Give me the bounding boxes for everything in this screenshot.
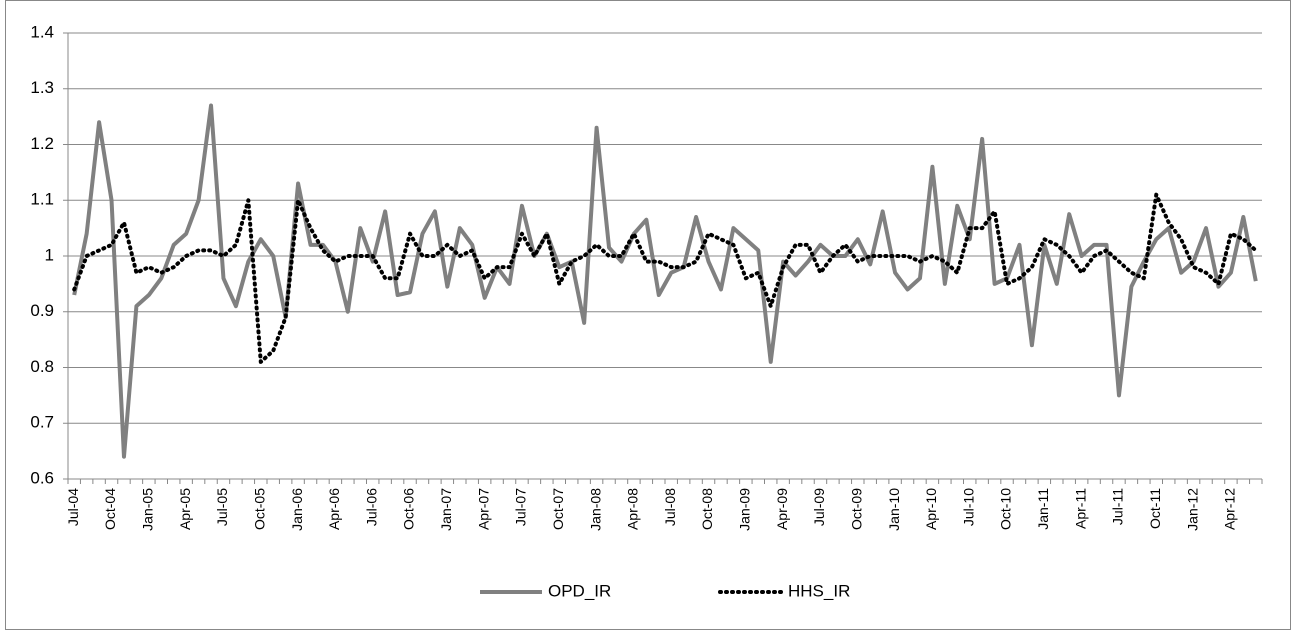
x-tick-label: Jul-09 [811,488,827,526]
x-tick-label: Apr-10 [923,488,939,530]
x-tick-label: Apr-08 [625,488,641,530]
legend-label: OPD_IR [548,581,611,600]
y-tick-label: 1.2 [30,134,54,153]
legend-label: HHS_IR [788,581,850,600]
x-tick-label: Jan-06 [289,488,305,531]
x-tick-label: Oct-11 [1147,488,1163,529]
y-tick-label: 0.7 [30,413,54,432]
x-tick-label: Jan-09 [737,488,753,531]
chart-frame [5,0,1291,630]
y-tick-label: 1.3 [30,78,54,97]
y-tick-label: 1.4 [30,22,54,41]
y-tick-label: 0.8 [30,357,54,376]
x-tick-label: Jul-10 [960,488,976,526]
line-series [72,103,1258,459]
x-tick-label: Jan-10 [886,488,902,531]
x-tick-label: Jul-06 [363,488,379,526]
y-tick-label: 0.6 [30,468,54,487]
x-tick-label: Oct-09 [848,488,864,530]
x-tick-label: Jan-08 [587,488,603,531]
x-tick-label: Jan-12 [1184,488,1200,531]
x-tick-label: Apr-11 [1072,488,1088,529]
line-series [72,192,1258,364]
x-tick-label: Apr-09 [774,488,790,530]
x-tick-label: Jul-11 [1110,488,1126,525]
x-tick-label: Oct-05 [251,488,267,530]
x-tick-label: Jul-04 [65,488,81,526]
x-tick-label: Oct-04 [102,488,118,530]
x-tick-label: Jan-07 [438,488,454,531]
y-tick-label: 1.1 [30,190,54,209]
x-tick-label: Jan-11 [1035,488,1051,530]
x-tick-label: Jul-05 [214,488,230,526]
x-tick-label: Jul-08 [662,488,678,526]
x-tick-label: Apr-05 [177,488,193,530]
y-tick-label: 0.9 [30,301,54,320]
x-tick-label: Jul-07 [513,488,529,526]
x-tick-label: Oct-10 [998,488,1014,530]
x-tick-label: Oct-06 [401,488,417,530]
y-tick-label: 1 [45,245,54,264]
x-tick-label: Apr-07 [475,488,491,530]
x-tick-label: Apr-12 [1222,488,1238,530]
x-tick-label: Apr-06 [326,488,342,530]
x-tick-label: Oct-07 [550,488,566,530]
x-tick-label: Jan-05 [140,488,156,531]
x-tick-label: Oct-08 [699,488,715,530]
